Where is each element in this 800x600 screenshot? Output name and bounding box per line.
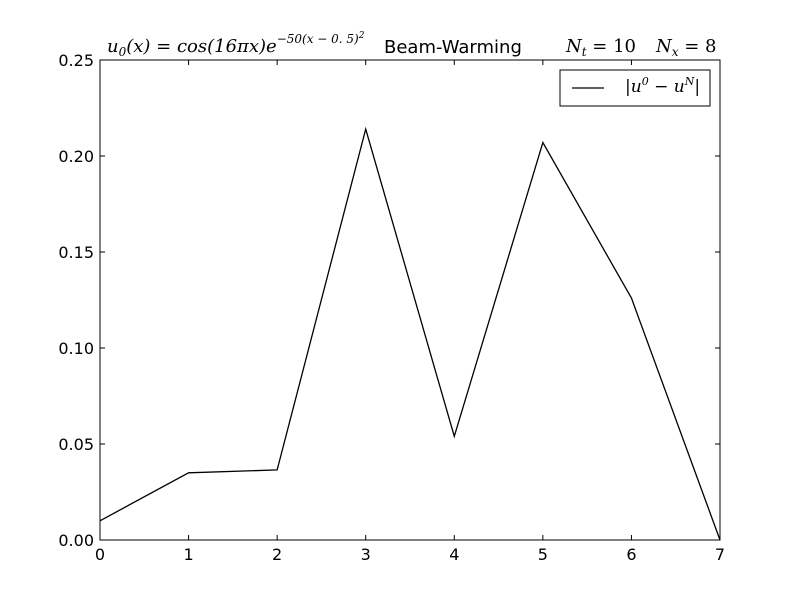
- y-tick-label: 0.00: [58, 531, 94, 550]
- legend-label-sup1: 0: [642, 75, 649, 88]
- title-formula-body: (x) = cos(16πx)e: [126, 36, 276, 57]
- svg-text:u0(x) = cos(16πx)e−50(x − 0. 5: u0(x) = cos(16πx)e−50(x − 0. 5)2: [107, 31, 365, 59]
- x-axis: 0 1 2 3 4 5 6 7: [95, 60, 725, 564]
- legend-label-end: |: [694, 77, 700, 97]
- x-tick-label: 1: [183, 545, 193, 564]
- y-tick-label: 0.25: [58, 51, 94, 70]
- legend-label-mid: − u: [649, 77, 685, 97]
- chart-title: u0(x) = cos(16πx)e−50(x − 0. 5)2 Beam-Wa…: [107, 31, 717, 59]
- x-tick-label: 7: [715, 545, 725, 564]
- plot-frame: [99, 59, 721, 541]
- x-tick-label: 5: [538, 545, 548, 564]
- title-formula-exponent: −50(x − 0. 5): [277, 32, 359, 46]
- y-axis: 0.00 0.05 0.10 0.15 0.20 0.25: [58, 51, 720, 550]
- title-nt-value: = 10: [587, 36, 636, 57]
- title-nx-symbol: N: [655, 36, 673, 57]
- title-nt-sub: t: [582, 45, 587, 59]
- title-formula-prefix: u: [107, 36, 119, 57]
- x-tick-label: 4: [449, 545, 459, 564]
- y-tick-label: 0.20: [58, 147, 94, 166]
- series-line: [99, 126, 721, 541]
- series-layer: [99, 126, 721, 541]
- svg-text:Nx = 8: Nx = 8: [655, 36, 717, 59]
- y-tick-label: 0.10: [58, 339, 94, 358]
- x-tick-label: 2: [272, 545, 282, 564]
- legend-label-sup2: N: [684, 75, 695, 88]
- legend-label: |u0 − uN|: [625, 75, 700, 97]
- x-tick-label: 6: [626, 545, 636, 564]
- title-scheme: Beam-Warming: [384, 37, 522, 58]
- svg-text:Nt = 10: Nt = 10: [565, 36, 636, 59]
- x-tick-label: 0: [95, 545, 105, 564]
- y-tick-label: 0.05: [58, 435, 94, 454]
- title-nt-symbol: N: [565, 36, 583, 57]
- title-nx-value: = 8: [679, 36, 717, 57]
- title-nx-sub: x: [672, 45, 679, 59]
- legend: |u0 − uN|: [559, 69, 711, 107]
- title-formula-prefix-sub: 0: [119, 45, 127, 59]
- legend-label-part1: |u: [625, 77, 642, 97]
- title-formula-exponent-sup: 2: [358, 31, 365, 41]
- x-tick-label: 3: [361, 545, 371, 564]
- y-tick-label: 0.15: [58, 243, 94, 262]
